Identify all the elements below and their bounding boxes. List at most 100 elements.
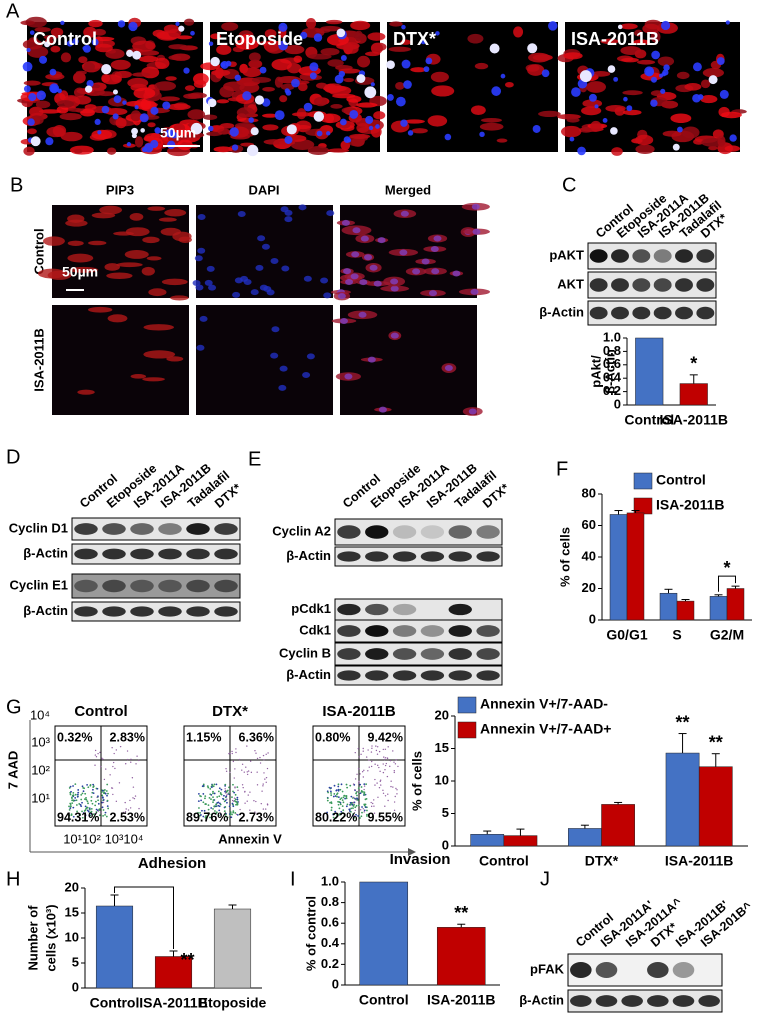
cell — [223, 81, 245, 92]
blot-label: AKT — [557, 276, 584, 291]
x-tick-label: Control — [359, 992, 409, 1008]
legend-swatch — [633, 472, 653, 490]
cell — [367, 32, 386, 41]
bar — [213, 908, 252, 989]
event — [262, 808, 265, 810]
nucleus — [178, 25, 185, 32]
band — [392, 625, 417, 637]
panel-letter: H — [6, 868, 20, 890]
tick-label: 10¹10² — [63, 831, 101, 846]
band — [102, 606, 126, 617]
x-tick-label: DTX* — [585, 853, 619, 869]
cell — [527, 64, 545, 76]
event — [350, 795, 353, 798]
cell — [78, 56, 88, 64]
cell — [148, 288, 167, 297]
nucleus — [284, 209, 293, 216]
event — [363, 785, 366, 787]
row-label: ISA-2011B — [31, 328, 46, 392]
event — [357, 787, 360, 790]
cell — [365, 51, 381, 57]
band — [675, 306, 693, 320]
nucleus — [302, 371, 311, 378]
nucleus — [479, 131, 485, 138]
event — [224, 788, 226, 790]
event — [94, 754, 97, 756]
plot-title: DTX* — [212, 703, 248, 720]
event — [365, 756, 368, 758]
panel-letter: J — [540, 868, 550, 890]
nucleus — [623, 96, 628, 102]
event — [338, 813, 341, 816]
event — [354, 751, 356, 754]
cell — [611, 147, 623, 156]
event — [115, 800, 118, 803]
event — [216, 796, 219, 798]
event — [376, 746, 379, 748]
event — [210, 786, 213, 788]
cell — [676, 71, 690, 80]
band — [392, 648, 417, 660]
cell — [115, 117, 127, 129]
nucleus — [326, 210, 335, 217]
band — [214, 606, 238, 617]
nucleus — [183, 67, 190, 74]
nucleus — [210, 56, 220, 67]
event — [138, 759, 140, 762]
y-tick-label: 0 — [589, 611, 596, 626]
event — [395, 758, 397, 761]
event — [74, 796, 77, 799]
event — [135, 763, 137, 765]
tick-label: 10³10⁴ — [105, 831, 144, 846]
event — [239, 808, 241, 811]
bar — [470, 834, 505, 847]
event — [342, 796, 345, 799]
band — [611, 306, 629, 320]
event — [352, 783, 355, 785]
x-tick-label: S — [672, 627, 681, 643]
event — [205, 815, 207, 817]
scale-label: 50µm — [160, 125, 196, 141]
nucleus — [259, 66, 267, 74]
event — [98, 809, 101, 812]
event — [90, 796, 93, 798]
event — [348, 810, 351, 812]
event — [96, 796, 98, 798]
event — [353, 803, 355, 806]
nucleus — [364, 254, 373, 261]
event — [118, 782, 121, 784]
y-tick-label: 1.0 — [603, 329, 621, 344]
image-label: ISA-2011B — [571, 29, 659, 49]
nucleus — [358, 311, 367, 318]
y-tick-label: 0.2 — [603, 383, 621, 398]
event — [378, 766, 380, 769]
event — [357, 791, 360, 794]
event — [105, 815, 108, 818]
tick-label: 10⁴ — [30, 707, 50, 722]
event — [356, 791, 359, 793]
band — [476, 551, 500, 562]
event — [234, 798, 237, 801]
cell — [427, 115, 448, 127]
event — [233, 797, 236, 799]
nucleus — [94, 118, 101, 125]
band — [365, 648, 389, 660]
nucleus — [242, 91, 252, 101]
bar — [679, 383, 708, 406]
cell — [133, 87, 156, 99]
nucleus — [250, 127, 259, 136]
tick-label: 10³ — [31, 734, 50, 749]
nucleus — [471, 203, 480, 210]
event — [357, 815, 360, 817]
nucleus — [246, 144, 259, 157]
event — [82, 790, 85, 793]
event — [368, 766, 370, 768]
event — [228, 786, 230, 789]
bracket — [718, 575, 736, 592]
event — [100, 791, 103, 794]
event — [255, 752, 257, 754]
event — [362, 808, 364, 810]
cell — [591, 71, 611, 77]
event — [72, 806, 75, 809]
cell — [481, 117, 502, 123]
